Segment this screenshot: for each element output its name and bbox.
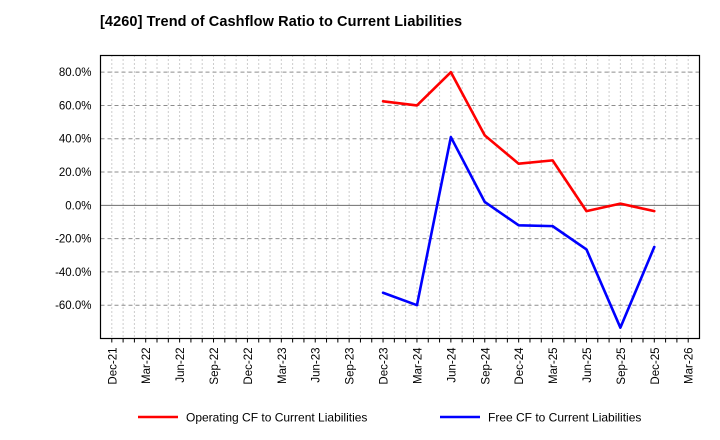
plot-frame [99, 54, 701, 340]
x-axis-tick-label: Dec-23 [379, 348, 391, 385]
y-axis-tick-label: 20.0% [59, 167, 92, 179]
x-axis-tick-label: Mar-22 [141, 348, 153, 384]
y-axis-tick-label: 0.0% [65, 200, 91, 212]
x-axis-tick-label: Dec-25 [650, 348, 662, 385]
x-axis-tick-label: Jun-24 [446, 347, 458, 383]
x-axis-tick-label: Sep-22 [209, 348, 221, 385]
legend-label: Operating CF to Current Liabilities [186, 411, 367, 425]
x-axis-tick-label: Sep-23 [345, 348, 357, 385]
y-axis-tick-label: 40.0% [59, 134, 92, 146]
y-axis-tick-label: -60.0% [55, 300, 91, 312]
series-line-free-cf [381, 135, 656, 329]
y-axis-tick-label: 60.0% [59, 100, 92, 112]
x-axis-tick-label: Mar-25 [548, 348, 560, 384]
x-axis-tick-label: Mar-24 [412, 347, 424, 384]
x-axis-tick-label: Jun-22 [175, 348, 187, 383]
y-axis-tick-label: 80.0% [59, 67, 92, 79]
x-axis-tick-label: Mar-23 [277, 348, 289, 384]
x-axis-tick-label: Dec-24 [514, 347, 526, 385]
y-axis-tick-label: -20.0% [55, 234, 91, 246]
series-line-operating-cf [381, 70, 656, 213]
x-axis-tick-label: Dec-21 [107, 348, 119, 385]
x-axis-tick-label: Jun-25 [582, 348, 594, 383]
x-axis-tick-label: Sep-25 [616, 348, 628, 385]
x-axis-tick-label: Sep-24 [480, 347, 492, 385]
x-axis-tick-label: Mar-26 [684, 348, 696, 384]
chart-title: [4260] Trend of Cashflow Ratio to Curren… [100, 14, 463, 30]
legend-label: Free CF to Current Liabilities [488, 411, 641, 425]
y-axis-tick-label: -40.0% [55, 267, 91, 279]
x-axis-tick-label: Jun-23 [311, 348, 323, 383]
x-axis-tick-label: Dec-22 [243, 348, 255, 385]
